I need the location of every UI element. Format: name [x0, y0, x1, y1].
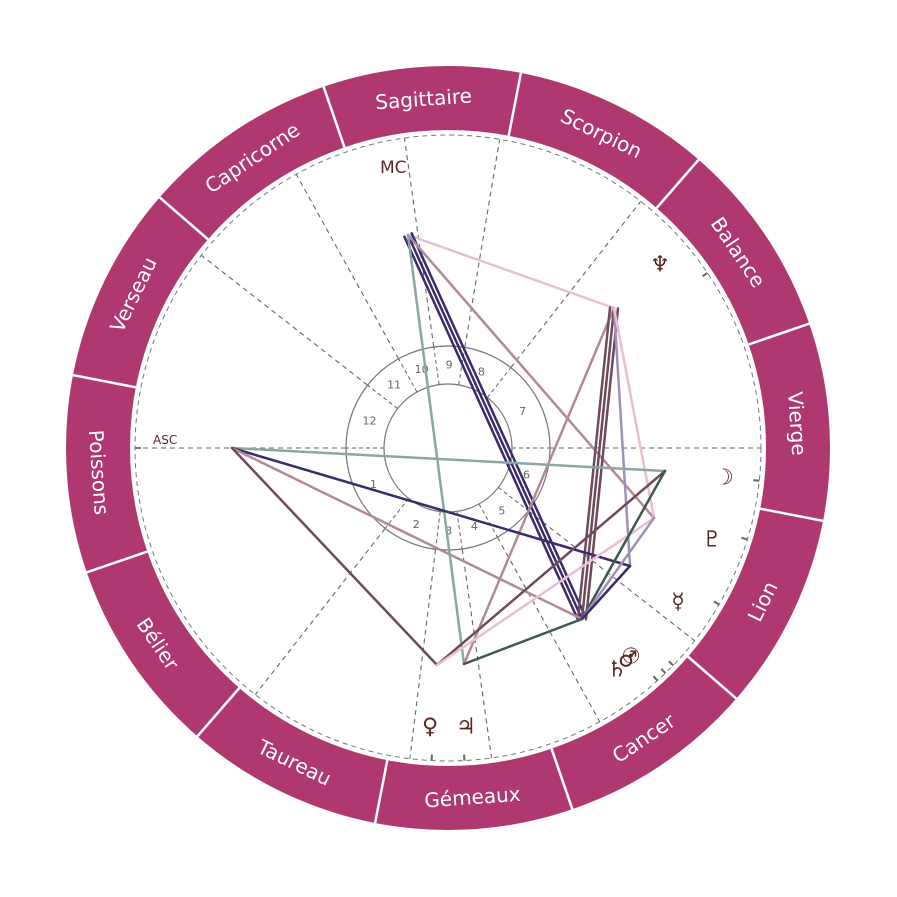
- aspect-line: [580, 516, 656, 621]
- planet-tick: [753, 479, 760, 482]
- house-cusp-inner: [487, 367, 512, 398]
- planet-tick: [741, 536, 748, 541]
- aspect-line: [403, 235, 580, 622]
- mc-label: MC: [380, 158, 407, 178]
- asc-label: ASC: [153, 433, 177, 447]
- house-cusp-inner: [498, 487, 529, 512]
- house-number-6: 6: [523, 469, 530, 482]
- sign-divider: [373, 759, 389, 824]
- sign-divider: [748, 322, 810, 346]
- planet-venus-icon: ♀: [422, 715, 438, 740]
- aspect-line: [580, 306, 616, 621]
- planet-pluto-icon: ♇: [702, 528, 722, 553]
- house-number-11: 11: [387, 378, 401, 391]
- house-cusp-inner: [367, 384, 398, 409]
- aspect-line: [435, 469, 667, 667]
- house-cusp-inner: [456, 511, 463, 550]
- sign-divider: [72, 373, 137, 389]
- aspect-line: [612, 306, 632, 568]
- house-cusp-inner: [398, 358, 418, 393]
- house-cusp-line: [496, 536, 601, 723]
- aspect-line: [462, 306, 616, 666]
- sign-divider: [687, 655, 738, 700]
- sign-divider: [86, 550, 148, 574]
- house-cusp-inner: [478, 503, 498, 538]
- planet-mars-icon: ♂: [618, 648, 638, 673]
- aspect-line: [406, 233, 656, 520]
- sign-divider: [158, 196, 209, 241]
- house-number-12: 12: [363, 414, 377, 427]
- house-cusp-line: [403, 137, 435, 348]
- aspect-line: [230, 446, 439, 667]
- axis-labels: ASC MC: [153, 158, 407, 447]
- planet-tick: [701, 272, 709, 278]
- aspect-line: [410, 232, 587, 619]
- house-cusp-line: [201, 254, 368, 386]
- planet-neptune-icon: ♆: [650, 253, 670, 278]
- house-number-5: 5: [498, 505, 505, 518]
- planet-tick: [713, 600, 720, 606]
- aspect-line: [406, 233, 616, 310]
- sign-divider: [507, 72, 523, 137]
- house-number-8: 8: [478, 366, 485, 379]
- house-cusp-inner: [433, 346, 440, 385]
- aspect-line: [580, 564, 632, 621]
- planet-sun-icon: ☉: [621, 645, 641, 670]
- sign-divider: [655, 158, 700, 209]
- house-cusp-inner: [458, 347, 466, 385]
- planet-moon-icon: ☽: [714, 466, 734, 491]
- planet-mercury-icon: ☿: [671, 590, 685, 615]
- aspect-line: [462, 617, 584, 666]
- house-cusp-line: [528, 510, 695, 642]
- zodiac-band: [66, 66, 830, 830]
- aspect-line: [230, 446, 667, 473]
- house-cusp-line: [409, 549, 437, 759]
- house-cusp-lines: [134, 134, 762, 762]
- sign-divider: [550, 748, 574, 810]
- sign-divider: [196, 687, 241, 738]
- planet-glyphs: ♆ ☽ ♇ ☿ ♄♂☉ ♀ ♃: [422, 253, 760, 761]
- aspect-line: [584, 307, 620, 621]
- aspect-line: [230, 446, 632, 568]
- house-cusp-inner: [435, 511, 441, 550]
- aspect-line: [435, 516, 656, 667]
- sign-label-3: Poissons: [84, 429, 114, 516]
- house-number-4: 4: [471, 520, 478, 533]
- house-ring-inner: [383, 383, 513, 513]
- house-number-2: 2: [413, 518, 420, 531]
- house-number-9: 9: [446, 359, 453, 372]
- house-number-3: 3: [445, 524, 452, 537]
- house-cusp-line: [510, 201, 642, 368]
- aspect-line: [406, 233, 466, 666]
- planet-tick: [660, 668, 667, 674]
- planet-tick: [652, 675, 659, 682]
- planet-tick: [668, 660, 674, 667]
- house-number-1: 1: [370, 478, 377, 491]
- aspect-line: [612, 306, 656, 520]
- house-cusp-line: [461, 548, 493, 759]
- aspect-lines: [230, 232, 667, 667]
- planet-jupiter-icon: ♃: [456, 715, 476, 740]
- house-cusp-line: [295, 173, 400, 360]
- planet-saturn-icon: ♄: [607, 658, 627, 683]
- house-number-7: 7: [519, 405, 526, 418]
- sign-label-9: Vierge: [783, 391, 811, 457]
- aspect-line: [580, 469, 667, 621]
- zodiac-ring: SagittaireCapricorneVerseauPoissonsBélie…: [66, 66, 830, 830]
- sign-divider: [322, 86, 346, 148]
- aspect-line: [406, 233, 584, 621]
- house-cusp-line: [464, 139, 501, 348]
- house-cusp-line: [254, 528, 386, 695]
- sign-divider: [759, 507, 824, 523]
